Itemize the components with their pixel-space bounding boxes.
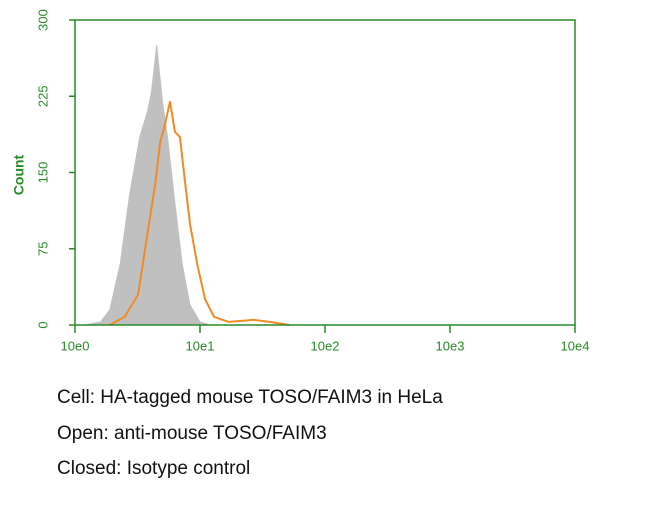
x-tick-label: 10e1 bbox=[186, 338, 215, 353]
caption: Open: anti-mouse TOSO/FAIM3 bbox=[57, 423, 327, 444]
y-tick-label: 300 bbox=[35, 9, 50, 31]
y-tick-label: 150 bbox=[35, 162, 50, 184]
isotype-area bbox=[84, 45, 211, 326]
x-tick-label: 10e4 bbox=[561, 338, 590, 353]
x-tick-label: 10e2 bbox=[311, 338, 340, 353]
y-axis-label: Count bbox=[11, 154, 27, 195]
antibody-line bbox=[109, 101, 290, 326]
x-tick-label: 10e3 bbox=[436, 338, 465, 353]
x-tick-label: 10e0 bbox=[61, 338, 90, 353]
caption: Closed: Isotype control bbox=[57, 458, 250, 479]
caption: Cell: HA-tagged mouse TOSO/FAIM3 in HeLa bbox=[57, 387, 443, 408]
y-tick-label: 0 bbox=[35, 321, 50, 328]
y-tick-label: 225 bbox=[35, 85, 50, 107]
y-tick-label: 75 bbox=[35, 242, 50, 256]
